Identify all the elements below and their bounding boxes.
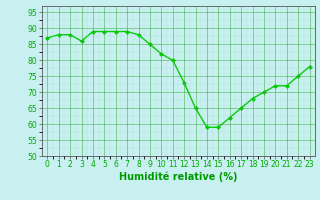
X-axis label: Humidité relative (%): Humidité relative (%) bbox=[119, 172, 238, 182]
